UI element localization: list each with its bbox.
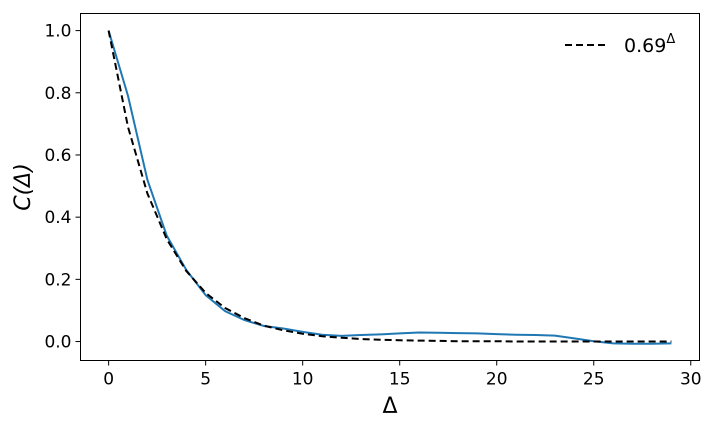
x-tick-label: 10 (292, 370, 314, 390)
legend-label: 0.69Δ (624, 32, 675, 57)
y-tick-label: 0.4 (44, 208, 71, 228)
y-tick-label: 0.2 (44, 270, 71, 290)
plot-frame (80, 13, 700, 361)
y-tick-label: 0.8 (44, 84, 71, 104)
x-tick-label: 15 (389, 370, 411, 390)
x-tick-label: 25 (583, 370, 605, 390)
x-tick-label: 20 (486, 370, 508, 390)
y-tick-label: 0.6 (44, 146, 71, 166)
y-tick-label: 0.0 (44, 333, 71, 353)
series-line-1 (107, 30, 672, 343)
y-axis-label: C(Δ) (11, 163, 36, 211)
y-tick-label: 1.0 (44, 22, 71, 42)
series-line-0 (107, 30, 672, 345)
legend: 0.69Δ (565, 32, 675, 57)
x-tick-label: 0 (103, 370, 114, 390)
x-tick-label: 5 (200, 370, 211, 390)
x-axis-label: Δ (382, 394, 397, 419)
x-tick-label: 30 (680, 370, 702, 390)
